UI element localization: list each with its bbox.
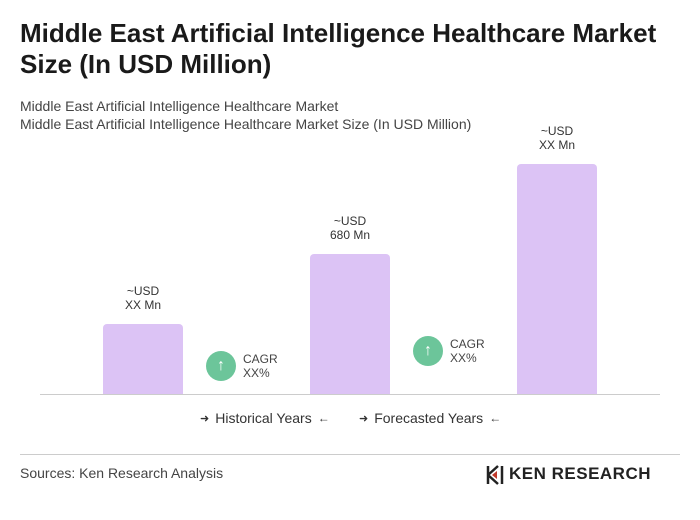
cagr-label: CAGR XX%	[450, 337, 485, 365]
legend-item: ➜ Forecasted Years ←	[359, 410, 501, 426]
cagr-icon: ↑	[413, 336, 443, 366]
logo: KEN RESEARCH	[509, 464, 652, 483]
source: Sources: Ken Research Analysis	[20, 465, 224, 481]
subtitle: Middle East Artificial Intelligence Heal…	[20, 98, 339, 114]
baseline	[40, 394, 660, 395]
legend-label: Historical Years	[215, 410, 312, 426]
chart-title: Middle East Artificial Intelligence Heal…	[20, 18, 657, 79]
legend-arrow: ←	[489, 411, 502, 425]
value-label: ~USD XX Mn	[538, 124, 575, 152]
legend-label: Forecasted Years	[374, 410, 484, 426]
legend-arrow: ➜	[200, 412, 210, 425]
logo-icon	[486, 465, 504, 485]
legend-arrow: ←	[317, 411, 330, 425]
divider	[20, 454, 680, 455]
cagr-label: CAGR XX%	[243, 352, 278, 380]
bar	[517, 164, 597, 394]
cagr-icon: ↑	[206, 351, 236, 381]
legend-item: ➜ Historical Years ←	[200, 410, 330, 426]
value-label: ~USD XX Mn	[124, 283, 161, 312]
subtitle: Middle East Artificial Intelligence Heal…	[20, 116, 472, 132]
bar	[103, 323, 183, 394]
value-label: ~USD 680 Mn	[329, 213, 371, 242]
bar	[310, 253, 390, 394]
legend-arrow: ➜	[359, 412, 369, 425]
